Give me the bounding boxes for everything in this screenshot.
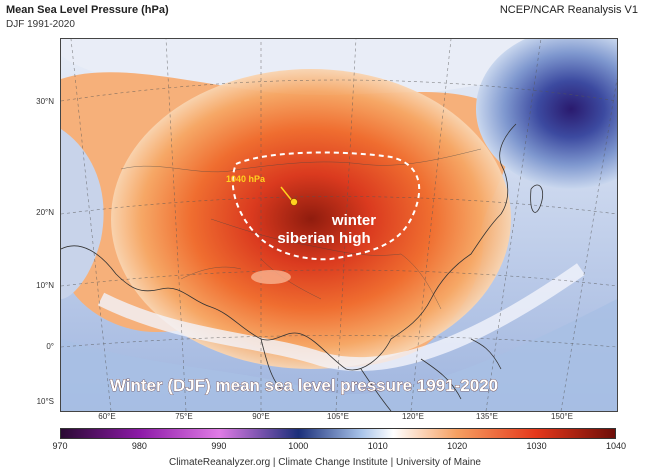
- colorbar-tick-980: 980: [131, 441, 147, 451]
- colorbar-tick-990: 990: [211, 441, 227, 451]
- lon-label-135e: 135°E: [476, 412, 498, 421]
- lon-label-60e: 60°E: [98, 412, 116, 421]
- footer-credit: ClimateReanalyzer.org | Climate Change I…: [169, 457, 481, 468]
- colorbar-tick-1020: 1020: [447, 441, 468, 451]
- warm-spot: [251, 270, 291, 284]
- country-borders: [120, 148, 482, 310]
- graticule: [61, 39, 617, 411]
- lon-label-90e: 90°E: [252, 412, 270, 421]
- lat-label-equator: 0°: [46, 342, 54, 351]
- pressure-field: 1040 hPa winter siberian high Winter (DJ…: [61, 39, 617, 411]
- coastlines: [61, 123, 544, 411]
- lon-label-150e: 150°E: [551, 412, 573, 421]
- pressure-map: 1040 hPa winter siberian high Winter (DJ…: [60, 38, 618, 412]
- data-source-label: NCEP/NCAR Reanalysis V1: [499, 4, 638, 16]
- chart-subtitle: DJF 1991-2020: [6, 19, 75, 30]
- lon-label-75e: 75°E: [175, 412, 193, 421]
- pressure-colorbar: [60, 428, 616, 439]
- equatorial-low: [61, 299, 617, 411]
- aleutian-low: [476, 39, 617, 189]
- west-low-field: [61, 129, 104, 299]
- chart-title: Mean Sea Level Pressure (hPa): [6, 4, 169, 16]
- region-label-line2: siberian high: [277, 230, 370, 247]
- pressure-marker-dot: [290, 198, 298, 206]
- lat-label-10n: 10°N: [36, 281, 54, 290]
- colorbar-tick-970: 970: [52, 441, 68, 451]
- colorbar-tick-1000: 1000: [288, 441, 309, 451]
- high-pressure-core: [111, 69, 511, 369]
- map-caption: Winter (DJF) mean sea level pressure 199…: [110, 376, 498, 395]
- marker-pointer: [280, 186, 294, 203]
- colorbar-tick-1010: 1010: [367, 441, 388, 451]
- lon-label-120e: 120°E: [402, 412, 424, 421]
- lat-label-10s: 10°S: [36, 397, 54, 406]
- transition-band: [97, 263, 586, 372]
- colorbar-tick-1040: 1040: [605, 441, 627, 451]
- colorbar-tick-1030: 1030: [526, 441, 547, 451]
- lon-label-105e: 105°E: [327, 412, 349, 421]
- lat-label-30n: 30°N: [36, 97, 54, 106]
- pressure-marker-label: 1040 hPa: [226, 174, 266, 184]
- lat-label-20n: 20°N: [36, 208, 54, 217]
- region-label-line1: winter: [331, 212, 376, 229]
